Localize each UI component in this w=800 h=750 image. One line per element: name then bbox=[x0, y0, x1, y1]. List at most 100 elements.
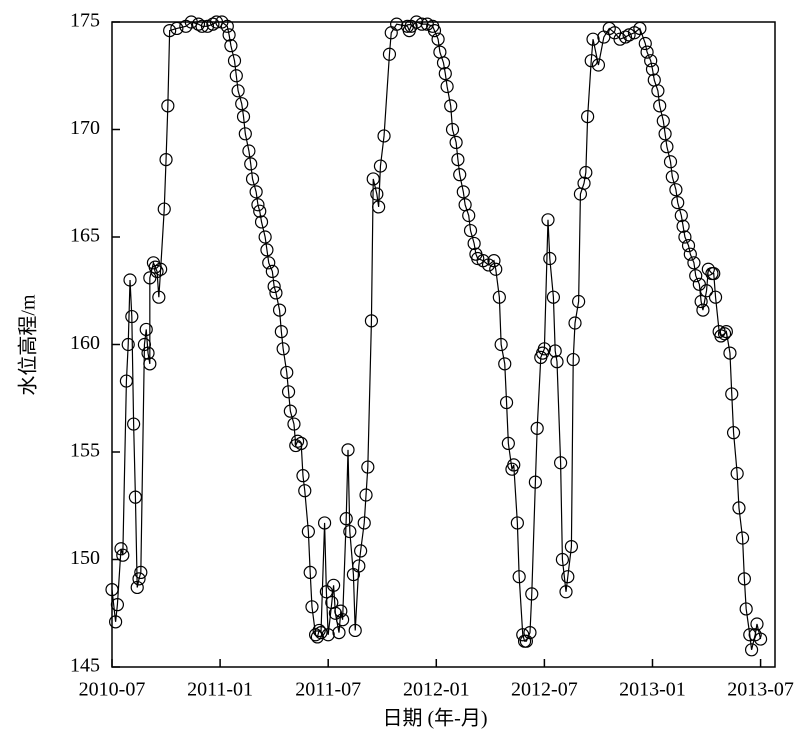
data-point bbox=[274, 325, 288, 339]
data-point bbox=[456, 185, 470, 199]
data-point bbox=[651, 84, 665, 98]
data-point bbox=[200, 19, 215, 33]
data-point bbox=[370, 187, 384, 201]
data-point bbox=[312, 623, 326, 638]
data-point bbox=[348, 623, 362, 638]
data-point bbox=[276, 342, 290, 356]
data-point bbox=[206, 17, 220, 31]
data-point bbox=[332, 625, 346, 640]
data-point bbox=[489, 262, 503, 276]
data-point bbox=[341, 443, 355, 457]
data-point bbox=[579, 165, 593, 180]
data-point bbox=[159, 153, 173, 167]
y-tick-label: 170 bbox=[70, 117, 100, 139]
data-point bbox=[732, 501, 746, 515]
data-point bbox=[317, 516, 332, 530]
data-point bbox=[719, 325, 733, 339]
data-point bbox=[269, 286, 283, 300]
data-point bbox=[559, 585, 573, 599]
x-tick-label: 2011-07 bbox=[295, 679, 361, 701]
data-point bbox=[453, 168, 467, 182]
x-tick-label: 2013-07 bbox=[727, 679, 794, 701]
data-point bbox=[462, 208, 476, 223]
data-point bbox=[440, 79, 454, 94]
data-point bbox=[134, 565, 148, 580]
data-point bbox=[640, 45, 654, 59]
data-point bbox=[638, 36, 652, 51]
data-point bbox=[438, 66, 452, 81]
data-point bbox=[591, 58, 606, 72]
data-point bbox=[364, 314, 379, 328]
data-point bbox=[125, 309, 139, 324]
data-point bbox=[726, 426, 741, 440]
data-point bbox=[119, 374, 134, 388]
data-point bbox=[735, 531, 750, 545]
data-point bbox=[541, 213, 555, 227]
data-point bbox=[191, 17, 206, 31]
data-point bbox=[644, 54, 658, 68]
data-point bbox=[633, 21, 647, 36]
data-point bbox=[681, 239, 696, 253]
data-point bbox=[467, 236, 481, 251]
data-point bbox=[296, 469, 310, 483]
data-point bbox=[516, 628, 530, 642]
data-point bbox=[449, 135, 463, 149]
data-point bbox=[238, 127, 252, 141]
data-point bbox=[287, 417, 301, 431]
data-point bbox=[494, 337, 508, 352]
data-point bbox=[357, 516, 371, 530]
data-point bbox=[235, 97, 249, 111]
data-point bbox=[409, 15, 424, 29]
data-point bbox=[141, 346, 155, 360]
data-point bbox=[308, 628, 323, 642]
data-point bbox=[523, 625, 537, 640]
data-point bbox=[546, 290, 560, 304]
data-point bbox=[305, 600, 319, 614]
data-point bbox=[170, 21, 184, 36]
data-point bbox=[343, 524, 357, 539]
data-point bbox=[548, 344, 562, 358]
data-point bbox=[744, 643, 759, 657]
data-point bbox=[139, 322, 153, 337]
data-point bbox=[678, 230, 692, 244]
data-point bbox=[577, 176, 591, 190]
data-point bbox=[254, 215, 269, 229]
data-point bbox=[581, 109, 595, 124]
data-point bbox=[463, 223, 478, 238]
y-tick-label: 155 bbox=[70, 440, 100, 462]
data-point bbox=[669, 183, 683, 197]
data-point bbox=[708, 290, 723, 304]
data-point bbox=[195, 19, 209, 33]
data-point bbox=[314, 625, 328, 640]
data-point bbox=[696, 303, 710, 317]
data-point bbox=[123, 273, 137, 287]
data-point bbox=[427, 24, 442, 38]
data-point bbox=[689, 269, 703, 283]
data-point bbox=[554, 456, 568, 470]
data-point bbox=[665, 170, 679, 184]
data-point bbox=[707, 266, 721, 281]
data-point bbox=[725, 387, 739, 401]
data-point bbox=[373, 159, 388, 173]
data-point bbox=[525, 587, 539, 601]
data-point bbox=[618, 30, 633, 44]
data-point bbox=[737, 572, 751, 586]
data-point bbox=[555, 552, 570, 567]
x-tick-label: 2011-01 bbox=[187, 679, 253, 701]
data-point bbox=[127, 417, 141, 431]
data-point bbox=[334, 604, 348, 618]
data-point bbox=[568, 316, 582, 330]
data-point bbox=[492, 290, 506, 304]
data-point bbox=[280, 365, 294, 380]
data-point bbox=[157, 202, 171, 216]
data-point bbox=[272, 303, 287, 317]
data-point bbox=[415, 17, 429, 31]
y-tick-label: 175 bbox=[70, 10, 100, 32]
data-point bbox=[377, 129, 391, 143]
plot-frame bbox=[111, 21, 776, 668]
data-point bbox=[229, 69, 243, 83]
data-point bbox=[163, 24, 177, 38]
data-point bbox=[154, 262, 168, 276]
data-point bbox=[561, 570, 575, 584]
data-point bbox=[739, 602, 753, 616]
